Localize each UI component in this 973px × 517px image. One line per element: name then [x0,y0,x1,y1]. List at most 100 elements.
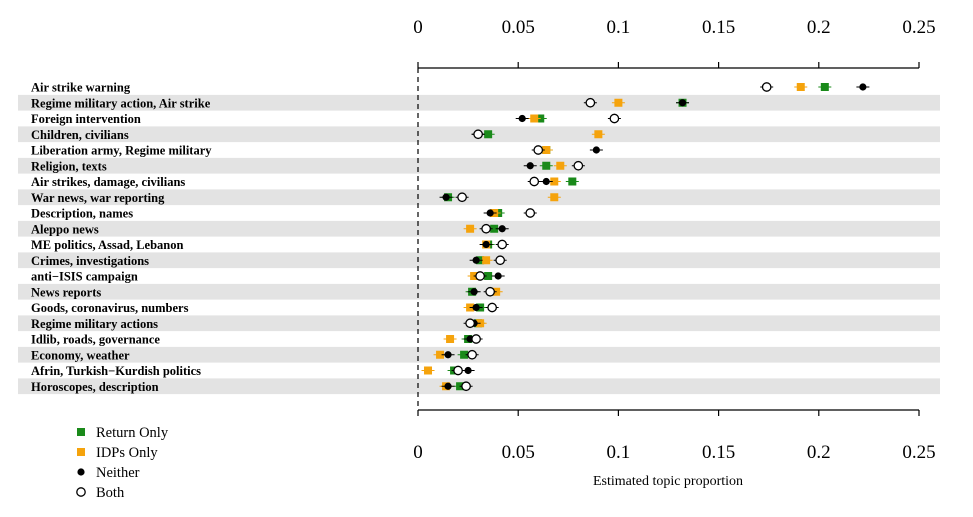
point-neither [592,146,600,154]
point-both [495,255,506,266]
point-both [457,192,467,203]
top-tick-label: 0 [413,17,423,38]
bottom-tick-label: 0.25 [902,442,935,463]
point-both [465,318,475,329]
point-neither [678,99,687,107]
point-neither [470,288,478,296]
point-idps-only [550,193,559,202]
top-tick-label: 0.1 [607,17,631,38]
point-idps-only [542,146,551,154]
point-neither [859,83,867,91]
row-band [18,157,940,174]
point-neither [442,193,450,201]
point-both [467,349,477,360]
point-neither [518,114,526,123]
point-both [609,113,620,124]
topic-label: anti−ISIS campaign [31,270,138,284]
point-idps-only [530,114,539,123]
topic-label: ME politics, Assad, Lebanon [31,238,184,252]
top-x-axis: 0 0.05 0.1 0.15 0.2 0.25 [413,17,936,69]
point-idps-only [436,350,445,359]
bottom-x-axis: 0 0.05 0.1 0.15 0.2 0.25 [413,409,936,463]
point-idps-only [482,256,491,265]
point-neither [486,209,494,217]
point-both [761,82,772,92]
legend-marker [77,448,85,456]
point-idps-only [424,366,433,375]
legend-marker [76,487,86,497]
point-idps-only [466,224,475,233]
point-both [485,286,495,297]
point-both [533,145,544,155]
data-points [421,82,870,392]
point-neither [472,256,480,264]
point-idps-only [614,98,623,107]
topic-label: Air strike warning [31,81,131,95]
top-tick-label: 0.05 [502,17,535,38]
point-both [573,160,584,171]
point-neither [472,303,480,312]
bottom-tick-label: 0.1 [607,442,631,463]
point-neither [482,240,490,249]
point-idps-only [446,335,455,343]
legend-marker [77,428,85,436]
point-both [487,302,497,313]
point-return-only [460,350,469,359]
point-return-only [490,224,499,233]
point-neither [444,382,452,390]
point-both [475,271,485,281]
legend-label: Both [96,485,125,501]
row-band [18,94,940,111]
legend-label: Neither [96,465,140,481]
point-neither [444,351,452,359]
top-tick-label: 0.15 [702,17,735,38]
row-band [18,346,940,363]
point-return-only [484,130,493,139]
point-return-only [820,83,829,91]
row-band [18,189,940,206]
point-both [525,208,536,218]
top-tick-label: 0.2 [807,17,831,38]
point-both [529,176,540,187]
topic-label: Regime military action, Air strike [31,96,211,110]
point-neither [464,366,472,375]
topic-label: Description, names [31,207,133,221]
point-return-only [542,161,551,170]
point-return-only [568,177,577,186]
row-band [18,378,940,395]
legend-label: IDPs Only [96,445,158,461]
point-both [497,239,508,250]
topic-label: Economy, weather [31,348,130,362]
topic-label: Horoscopes, description [31,380,159,394]
legend: Return Only IDPs Only Neither Both [76,425,169,501]
point-both [471,334,481,344]
topic-label: Religion, texts [31,159,107,173]
bottom-tick-label: 0.2 [807,442,831,463]
point-return-only [484,272,493,280]
topic-label: Air strikes, damage, civilians [31,175,185,189]
point-neither [526,162,534,170]
point-neither [542,177,550,186]
point-idps-only [594,130,603,139]
topic-label: Goods, coronavirus, numbers [31,301,189,315]
point-idps-only [550,177,559,186]
point-both [453,365,463,376]
point-idps-only [796,83,805,91]
legend-label: Return Only [96,425,169,441]
top-tick-label: 0.25 [902,17,935,38]
topic-label: News reports [31,285,101,299]
bottom-tick-label: 0 [413,442,423,463]
point-idps-only [556,161,565,170]
point-neither [498,225,506,233]
topic-label: Aleppo news [31,222,99,236]
topic-label: Idlib, roads, governance [31,333,160,347]
bottom-tick-label: 0.15 [702,442,735,463]
point-both [473,129,483,140]
point-both [481,223,491,234]
topic-label: Foreign intervention [31,112,141,126]
bottom-tick-label: 0.05 [502,442,535,463]
topic-label: Liberation army, Regime military [31,144,212,158]
point-both [585,97,596,108]
row-band [18,220,940,237]
